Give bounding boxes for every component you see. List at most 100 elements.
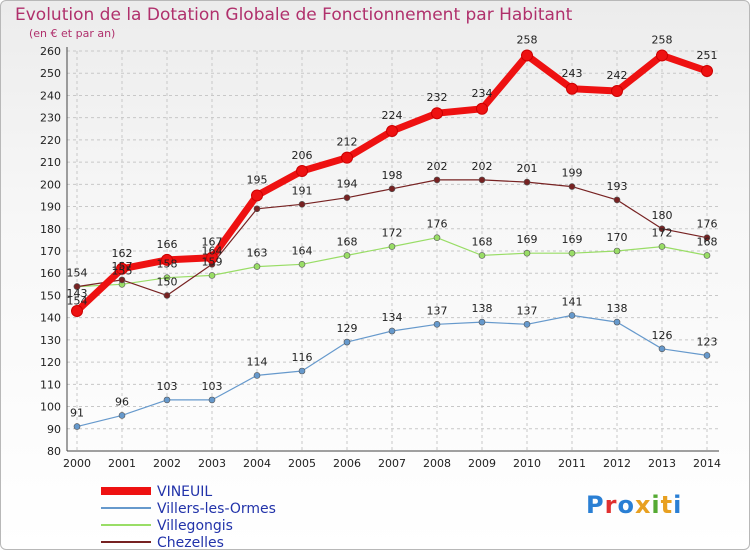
data-label-vineuil: 224 (382, 109, 403, 122)
data-point-vineuil (656, 49, 668, 62)
chart-subtitle: (en € et par an) (29, 27, 116, 40)
data-label-vineuil: 167 (202, 236, 223, 249)
data-label-vineuil: 212 (337, 136, 358, 149)
y-tick-label: 250 (40, 67, 61, 80)
data-label-villers-les-ormes: 141 (562, 295, 583, 308)
data-point-chezelles (478, 176, 486, 184)
data-label-villegongis: 158 (157, 258, 178, 271)
data-label-villers-les-ormes: 134 (382, 311, 403, 324)
data-point-villegongis (478, 252, 486, 259)
data-point-villegongis (658, 243, 666, 250)
x-tick-label: 2000 (63, 457, 91, 470)
y-tick-label: 200 (40, 178, 61, 191)
data-point-villers-les-ormes (433, 321, 441, 328)
data-label-chezelles: 193 (607, 180, 628, 193)
data-label-chezelles: 202 (472, 160, 493, 173)
data-point-chezelles (658, 225, 666, 233)
data-point-villers-les-ormes (703, 352, 711, 359)
y-tick-label: 80 (47, 445, 61, 458)
data-label-vineuil: 162 (112, 247, 133, 260)
data-point-vineuil (386, 125, 398, 137)
data-point-villegongis (253, 263, 261, 270)
data-point-villegongis (208, 272, 216, 279)
data-label-villegongis: 168 (472, 235, 493, 248)
data-label-villers-les-ormes: 96 (115, 395, 129, 408)
y-tick-label: 210 (40, 156, 61, 169)
data-label-villegongis: 164 (292, 244, 313, 257)
legend-label-villegongis: Villegongis (157, 518, 233, 534)
logo-letter: i (673, 491, 683, 519)
data-label-chezelles: 191 (292, 184, 313, 197)
data-label-vineuil: 243 (562, 67, 583, 80)
data-label-vineuil: 166 (157, 238, 178, 251)
data-label-villers-les-ormes: 126 (652, 329, 673, 342)
data-point-vineuil (566, 82, 578, 95)
data-point-chezelles (703, 234, 711, 241)
y-tick-label: 240 (40, 89, 61, 102)
data-point-vineuil (431, 107, 443, 120)
x-tick-label: 2001 (108, 457, 136, 470)
data-label-chezelles: 157 (112, 260, 133, 273)
data-point-villers-les-ormes (343, 338, 351, 346)
data-point-chezelles (298, 201, 306, 208)
y-tick-label: 230 (40, 112, 61, 125)
y-tick-label: 180 (40, 223, 61, 236)
x-tick-label: 2012 (603, 457, 631, 470)
legend-label-vineuil: VINEUIL (157, 484, 212, 500)
data-label-villegongis: 154 (67, 295, 88, 308)
data-label-villegongis: 169 (517, 233, 538, 246)
data-label-chezelles: 201 (517, 162, 538, 175)
data-label-villegongis: 159 (202, 255, 223, 268)
data-label-villegongis: 170 (607, 231, 628, 244)
data-point-villegongis (388, 243, 396, 250)
data-point-villers-les-ormes (568, 312, 576, 319)
data-label-vineuil: 143 (67, 287, 88, 300)
data-point-chezelles (73, 283, 81, 290)
data-point-chezelles (568, 183, 576, 190)
y-tick-label: 100 (40, 401, 61, 414)
legend-label-villers-les-ormes: Villers-les-Ormes (157, 501, 276, 517)
data-label-villers-les-ormes: 138 (607, 302, 628, 315)
y-tick-label: 90 (47, 423, 61, 436)
logo-letter: x (634, 491, 652, 519)
data-label-chezelles: 180 (652, 209, 673, 222)
data-point-chezelles (613, 196, 621, 204)
x-tick-label: 2014 (693, 457, 721, 470)
data-label-vineuil: 206 (292, 149, 313, 162)
data-label-villers-les-ormes: 123 (697, 335, 718, 348)
data-point-vineuil (521, 49, 533, 62)
y-tick-label: 150 (40, 289, 61, 302)
data-point-vineuil (701, 65, 713, 77)
x-tick-label: 2008 (423, 457, 451, 470)
data-label-villegongis: 176 (427, 218, 448, 231)
data-label-vineuil: 242 (607, 69, 628, 82)
legend-label-chezelles: Chezelles (157, 535, 224, 550)
data-label-villers-les-ormes: 129 (337, 322, 358, 335)
data-point-villers-les-ormes (73, 423, 81, 430)
logo-letter: r (604, 491, 618, 519)
data-point-villegongis (433, 234, 441, 241)
x-tick-label: 2005 (288, 457, 316, 470)
logo-letter: i (651, 491, 661, 519)
data-point-villegongis (613, 247, 621, 255)
y-tick-label: 110 (40, 378, 61, 391)
data-label-vineuil: 258 (652, 33, 673, 46)
data-point-villegongis (568, 249, 576, 257)
data-point-villers-les-ormes (298, 367, 306, 375)
data-label-chezelles: 194 (337, 178, 358, 191)
x-tick-label: 2011 (558, 457, 586, 470)
data-point-villers-les-ormes (658, 345, 666, 353)
data-label-villers-les-ormes: 138 (472, 302, 493, 315)
data-label-villegongis: 163 (247, 247, 268, 260)
data-label-chezelles: 164 (202, 244, 223, 257)
data-point-villegongis (703, 252, 711, 259)
x-tick-label: 2013 (648, 457, 676, 470)
data-label-villegongis: 172 (652, 227, 673, 240)
x-tick-label: 2006 (333, 457, 361, 470)
data-label-vineuil: 258 (517, 33, 538, 46)
data-point-villers-les-ormes (478, 318, 486, 326)
data-point-vineuil (476, 102, 488, 115)
data-label-villers-les-ormes: 103 (157, 380, 178, 393)
x-tick-label: 2010 (513, 457, 541, 470)
